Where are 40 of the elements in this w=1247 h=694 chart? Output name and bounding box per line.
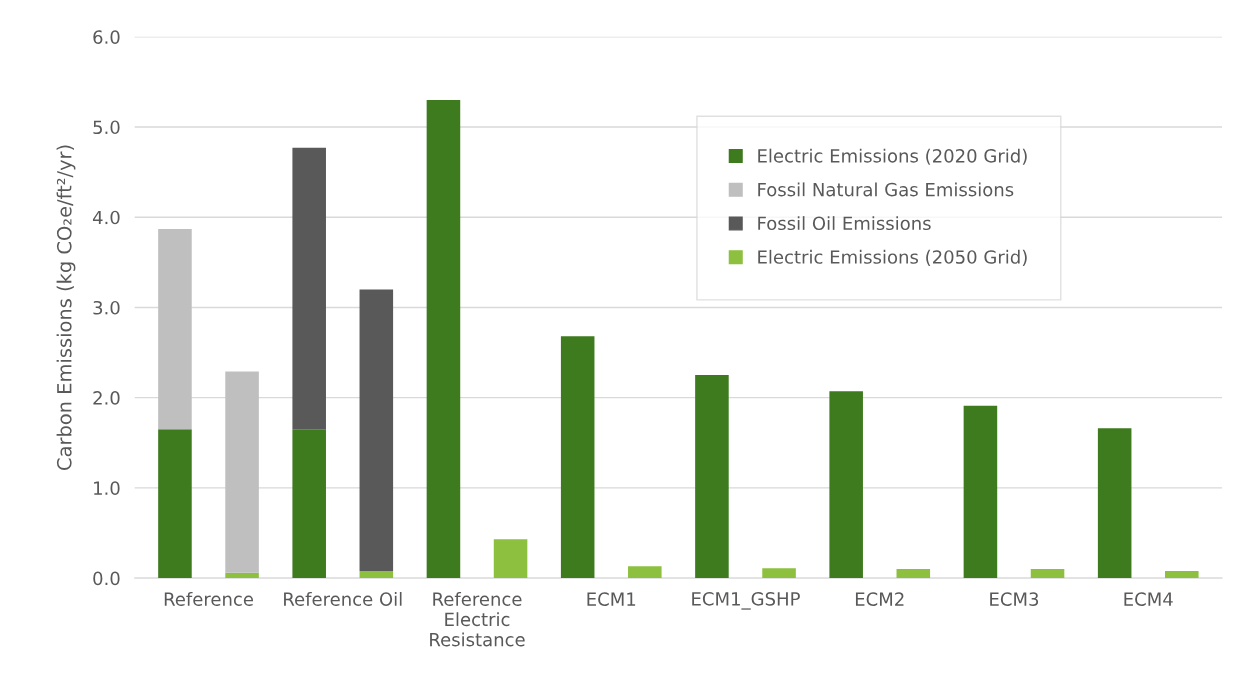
x-tick-label: ECM1_GSHP [692,591,800,610]
y-tick-label: 2.0 [93,391,120,405]
y-axis-title: Carbon Emissions (kg CO₂e/ft²/yr) [56,145,76,470]
bar [963,405,998,579]
x-tick-label: ECM1 [587,592,636,606]
x-tick-label: Reference Oil [284,591,402,606]
bar [628,566,662,579]
bar [158,228,192,430]
y-tick-label: 0.0 [93,571,120,586]
bar [829,391,863,579]
bar [695,375,729,579]
bar [896,569,931,579]
y-tick-label: 4.0 [92,210,120,225]
bar [292,429,326,579]
bar [359,570,394,579]
bar [158,429,192,579]
legend-label: Fossil Oil Emissions [758,216,931,231]
bar [1030,569,1065,579]
y-tick-label: 6.0 [93,30,120,44]
x-tick-label: Reference Electric Resistance [430,591,525,647]
x-tick-label: ECM2 [855,592,904,606]
y-tick-label: 3.0 [93,300,120,315]
legend-label: Electric Emissions (2020 Grid) [758,148,1027,165]
y-tick-label: 1.0 [94,481,120,495]
legend-label: Electric Emissions (2050 Grid) [758,249,1027,266]
bar [762,568,796,579]
x-tick-label: ECM3 [990,592,1039,606]
bar [292,147,326,430]
bar [1097,428,1132,579]
bar [1165,570,1199,579]
x-tick-label: Reference [164,591,253,606]
y-tick-label: 5.0 [93,120,120,135]
bar [225,572,259,579]
x-tick-label: ECM4 [1124,592,1173,606]
bar [426,99,461,579]
bar [225,371,259,573]
bar [359,289,394,571]
bar [493,539,528,579]
bar [560,336,595,579]
legend-label: Fossil Natural Gas Emissions [758,182,1014,197]
